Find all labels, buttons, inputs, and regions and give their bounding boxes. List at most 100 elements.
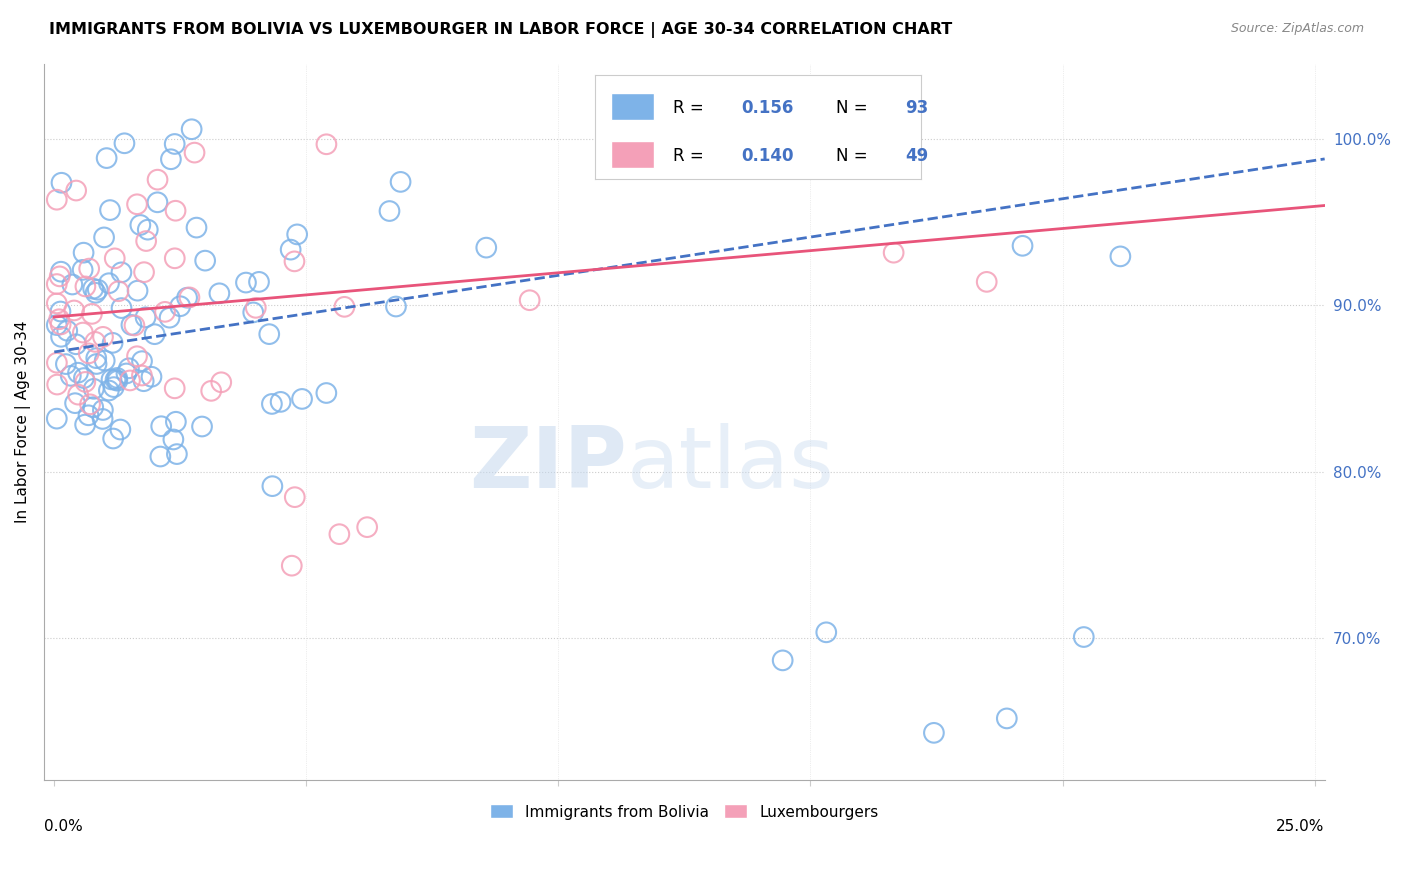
- Point: [45, 193, 67, 207]
- Point: [63, 396, 86, 410]
- Point: [260, 397, 283, 411]
- Point: [75, 417, 97, 432]
- Point: [1011, 239, 1033, 253]
- Point: [333, 300, 356, 314]
- Point: [183, 145, 205, 160]
- Point: [131, 368, 153, 383]
- Point: [146, 172, 169, 186]
- Point: [75, 375, 97, 389]
- Point: [146, 195, 169, 210]
- Point: [291, 392, 314, 406]
- Point: [815, 625, 838, 640]
- Point: [93, 353, 115, 368]
- Point: [1073, 630, 1095, 644]
- Point: [110, 301, 132, 315]
- Point: [169, 299, 191, 313]
- Point: [98, 276, 121, 290]
- Point: [105, 374, 128, 388]
- Point: [281, 558, 304, 573]
- Point: [49, 318, 72, 332]
- Legend: Immigrants from Bolivia, Luxembourgers: Immigrants from Bolivia, Luxembourgers: [484, 798, 884, 826]
- Point: [45, 356, 67, 370]
- Point: [110, 423, 132, 437]
- Point: [103, 380, 125, 394]
- Point: [162, 433, 184, 447]
- Point: [163, 381, 186, 395]
- Point: [118, 361, 141, 376]
- Point: [110, 265, 132, 279]
- Point: [107, 284, 129, 298]
- Point: [72, 245, 94, 260]
- Point: [356, 520, 378, 534]
- Point: [245, 301, 267, 315]
- Point: [125, 197, 148, 211]
- Point: [166, 447, 188, 461]
- Text: ZIP: ZIP: [470, 424, 627, 507]
- Point: [127, 284, 149, 298]
- Point: [105, 371, 128, 385]
- Text: IMMIGRANTS FROM BOLIVIA VS LUXEMBOURGER IN LABOR FORCE | AGE 30-34 CORRELATION C: IMMIGRANTS FROM BOLIVIA VS LUXEMBOURGER …: [49, 22, 952, 38]
- Point: [315, 386, 337, 401]
- Point: [136, 222, 159, 236]
- Text: Source: ZipAtlas.com: Source: ZipAtlas.com: [1230, 22, 1364, 36]
- Point: [153, 305, 176, 319]
- Point: [60, 277, 83, 292]
- Point: [49, 304, 72, 318]
- Point: [883, 245, 905, 260]
- Point: [118, 374, 141, 388]
- Point: [132, 265, 155, 279]
- Point: [100, 372, 122, 386]
- Point: [135, 234, 157, 248]
- Point: [77, 409, 100, 423]
- Point: [77, 261, 100, 276]
- Point: [262, 479, 284, 493]
- Point: [48, 312, 70, 326]
- Point: [101, 432, 124, 446]
- Point: [772, 653, 794, 667]
- Point: [87, 283, 110, 297]
- Point: [284, 490, 307, 504]
- Point: [315, 137, 337, 152]
- Point: [124, 318, 146, 333]
- Point: [270, 395, 292, 409]
- Point: [84, 351, 107, 365]
- Text: atlas: atlas: [627, 424, 835, 507]
- Point: [73, 371, 96, 385]
- Point: [176, 291, 198, 305]
- Point: [186, 220, 208, 235]
- Point: [84, 334, 107, 349]
- Point: [63, 303, 86, 318]
- Text: 0.0%: 0.0%: [44, 819, 83, 834]
- Point: [141, 369, 163, 384]
- Point: [83, 382, 105, 396]
- Point: [75, 279, 97, 293]
- Point: [132, 374, 155, 388]
- Point: [93, 230, 115, 244]
- Point: [165, 203, 187, 218]
- Point: [922, 726, 945, 740]
- Point: [67, 387, 90, 401]
- Point: [97, 384, 120, 398]
- Point: [1109, 249, 1132, 263]
- Point: [242, 305, 264, 319]
- Point: [165, 415, 187, 429]
- Point: [59, 368, 82, 383]
- Text: 25.0%: 25.0%: [1277, 819, 1324, 834]
- Point: [191, 419, 214, 434]
- Point: [48, 269, 70, 284]
- Point: [131, 354, 153, 368]
- Point: [180, 122, 202, 136]
- Point: [247, 275, 270, 289]
- Point: [129, 218, 152, 232]
- Point: [285, 227, 308, 242]
- Point: [149, 450, 172, 464]
- Point: [72, 326, 94, 340]
- Point: [86, 357, 108, 371]
- Point: [179, 290, 201, 304]
- Point: [91, 403, 114, 417]
- Point: [995, 711, 1018, 725]
- Point: [55, 357, 77, 371]
- Point: [101, 335, 124, 350]
- Point: [45, 277, 67, 291]
- Point: [257, 327, 280, 342]
